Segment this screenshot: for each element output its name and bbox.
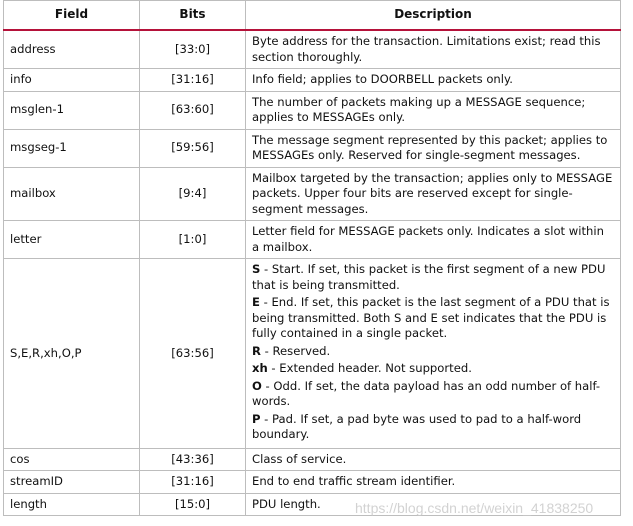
field-cell: streamID [3, 470, 140, 494]
description-cell: End to end traffic stream identifier. [245, 470, 621, 494]
flag-key: R [252, 343, 261, 358]
header-description: Description [245, 0, 621, 31]
flag-key: P [252, 411, 261, 426]
field-cell: msglen-1 [3, 90, 140, 130]
flag-text: - Pad. If set, a pad byte was used to pa… [252, 411, 582, 442]
table-row: length [15:0] PDU length. [3, 492, 621, 516]
bits-cell: [9:4] [139, 166, 246, 221]
bits-cell: [59:56] [139, 128, 246, 168]
field-cell: letter [3, 220, 140, 259]
flag-description: xh - Extended header. Not supported. [252, 361, 614, 377]
bits-cell: [15:0] [139, 492, 246, 516]
table-row: msglen-1 [63:60] The number of packets mak… [3, 90, 621, 130]
watermark: https://blog.csdn.net/weixin_41838250 [355, 500, 594, 516]
bits-cell: [31:16] [139, 470, 246, 494]
table-header: Field Bits Description [3, 0, 621, 31]
flag-description: S - Start. If set, this packet is the fi… [252, 262, 614, 293]
flag-description: E - End. If set, this packet is the last… [252, 295, 614, 342]
flag-text: - End. If set, this packet is the last s… [252, 295, 610, 340]
field-cell: length [3, 492, 140, 516]
flag-text: - Extended header. Not supported. [267, 361, 472, 375]
description-cell: The number of packets making up a MESSAG… [245, 90, 621, 130]
flag-text: - Odd. If set, the data payload has an o… [252, 378, 601, 409]
bits-cell: [1:0] [139, 220, 246, 259]
field-cell: mailbox [3, 166, 140, 221]
bits-cell: [31:16] [139, 68, 246, 92]
field-cell: info [3, 68, 140, 92]
flag-text: - Reserved. [260, 343, 331, 358]
description-cell: Info field; applies to DOORBELL packets … [245, 68, 621, 92]
table-row: S,E,R,xh,O,P [63:56] S - Start. If set, th… [3, 258, 621, 449]
field-cell: address [3, 29, 140, 69]
flag-key: S [252, 262, 261, 276]
table-row: letter [1:0] Letter field for MESSAGE pack… [3, 220, 621, 259]
description-cell: Mailbox targeted by the transaction; app… [245, 166, 621, 221]
description-cell: Byte address for the transaction. Limita… [245, 29, 621, 69]
description-cell: Letter field for MESSAGE packets only. I… [245, 220, 621, 259]
table-row: mailbox [9:4] Mailbox targeted by the tran… [3, 166, 621, 221]
flag-description: O - Odd. If set, the data payload has an… [252, 379, 614, 410]
table-row: info [31:16] Info field; applies to DOORBE… [3, 68, 621, 92]
field-cell: msgseg-1 [3, 128, 140, 168]
flag-key: E [252, 295, 260, 309]
header-bits: Bits [139, 0, 246, 31]
field-cell: S,E,R,xh,O,P [3, 258, 140, 449]
bits-cell: [63:56] [139, 258, 246, 449]
flag-key: xh [252, 361, 268, 375]
description-cell: PDU length. [245, 492, 621, 516]
description-cell: S - Start. If set, this packet is the fi… [245, 258, 621, 449]
flag-description: R - Reserved. [252, 344, 614, 360]
description-cell: The message segment represented by this … [245, 128, 621, 168]
bits-cell: [43:36] [139, 447, 246, 471]
field-table: Field Bits Description address [33:0] Byte… [3, 0, 621, 516]
flag-description: P - Pad. If set, a pad byte was used to … [252, 412, 614, 443]
flag-text: - Start. If set, this packet is the firs… [252, 262, 606, 292]
header-field: Field [3, 0, 140, 31]
field-cell: cos [3, 447, 140, 471]
table-row: cos [43:36] Class of service. [3, 447, 621, 471]
bits-cell: [33:0] [139, 29, 246, 69]
description-cell: Class of service. [245, 447, 621, 471]
bits-cell: [63:60] [139, 90, 246, 130]
table-row: address [33:0] Byte address for the transa… [3, 29, 621, 69]
flag-key: O [252, 378, 262, 393]
table-row: msgseg-1 [59:56] The message segment repre… [3, 128, 621, 168]
table-row: streamID [31:16] End to end traffic stream… [3, 470, 621, 494]
